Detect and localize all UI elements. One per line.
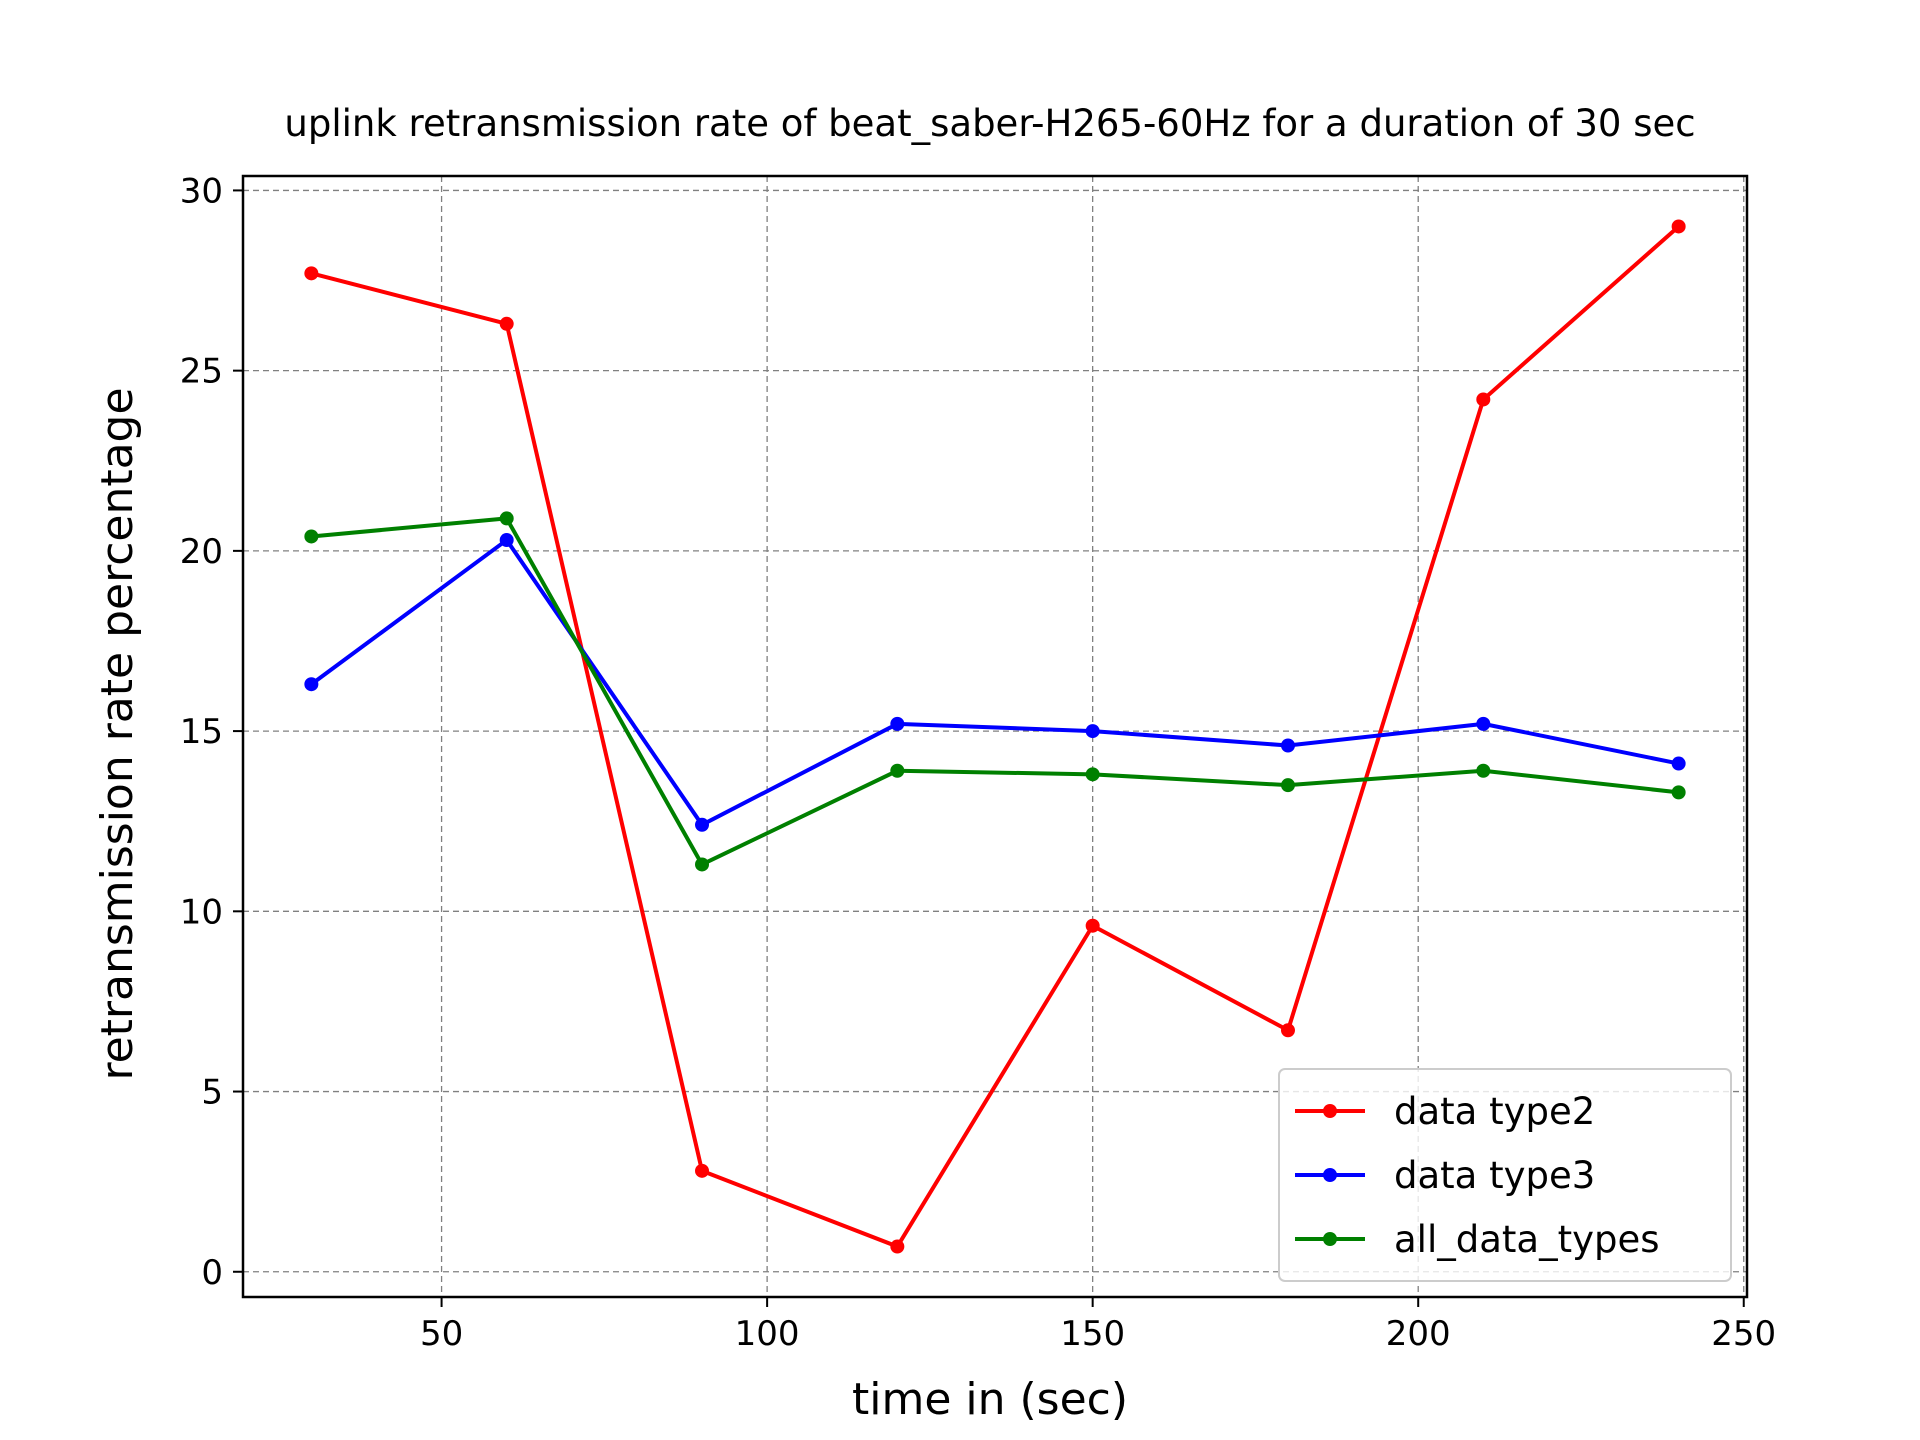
legend-item: data type3 bbox=[1295, 1154, 1595, 1197]
y-tick-label: 5 bbox=[201, 1073, 223, 1113]
data-point-data-type2 bbox=[499, 316, 514, 331]
data-point-data-type2 bbox=[304, 266, 319, 281]
legend-label: data type3 bbox=[1394, 1154, 1595, 1197]
legend: data type2 data type3 all_data_types bbox=[1278, 1068, 1732, 1282]
y-tick-label: 10 bbox=[180, 892, 223, 932]
legend-item: data type2 bbox=[1295, 1090, 1595, 1133]
x-tick-label: 200 bbox=[1386, 1314, 1451, 1354]
series-all-data-types bbox=[304, 511, 1686, 872]
series-layer bbox=[304, 219, 1686, 1254]
data-point-data-type3 bbox=[304, 677, 319, 692]
data-point-data-type3 bbox=[1671, 756, 1686, 771]
legend-item: all_data_types bbox=[1295, 1218, 1660, 1261]
data-point-data-type3 bbox=[1280, 738, 1295, 753]
data-point-all-data-types bbox=[1085, 767, 1100, 782]
legend-box bbox=[1278, 1068, 1732, 1282]
data-point-data-type3 bbox=[695, 817, 710, 832]
series-line-data-type2 bbox=[310, 224, 1680, 1249]
data-point-all-data-types bbox=[1280, 778, 1295, 793]
plot-frame bbox=[241, 174, 1749, 1299]
series-line-all-data-types bbox=[311, 516, 1679, 867]
legend-label: data type2 bbox=[1394, 1090, 1595, 1133]
data-point-data-type2 bbox=[1671, 219, 1686, 234]
x-tick-label: 150 bbox=[1060, 1314, 1125, 1354]
x-tick-label: 250 bbox=[1711, 1314, 1776, 1354]
data-point-data-type2 bbox=[1476, 392, 1491, 407]
data-point-all-data-types bbox=[890, 763, 905, 778]
data-point-data-type3 bbox=[1085, 724, 1100, 739]
series-data-type3 bbox=[304, 533, 1686, 832]
series-data-type2 bbox=[304, 219, 1686, 1254]
data-point-all-data-types bbox=[499, 511, 514, 526]
data-point-data-type3 bbox=[1476, 716, 1491, 731]
series-line-data-type3 bbox=[310, 538, 1680, 827]
data-point-data-type2 bbox=[1085, 918, 1100, 933]
data-point-data-type3 bbox=[890, 716, 905, 731]
x-tick-label: 50 bbox=[420, 1314, 463, 1354]
chart-title: uplink retransmission rate of beat_saber… bbox=[284, 102, 1695, 145]
legend-swatch-marker bbox=[1323, 1232, 1337, 1246]
data-point-data-type2 bbox=[890, 1239, 905, 1254]
y-tick-label: 15 bbox=[180, 712, 223, 752]
y-tick-label: 30 bbox=[180, 171, 223, 211]
data-point-all-data-types bbox=[1476, 763, 1491, 778]
legend-swatch-marker bbox=[1323, 1168, 1337, 1182]
data-point-all-data-types bbox=[1671, 785, 1686, 800]
y-tick-label: 25 bbox=[180, 352, 223, 392]
x-tick-label: 100 bbox=[735, 1314, 800, 1354]
data-point-all-data-types bbox=[304, 529, 319, 544]
data-point-data-type2 bbox=[695, 1163, 710, 1178]
legend-label: all_data_types bbox=[1394, 1218, 1660, 1261]
data-point-data-type3 bbox=[499, 533, 514, 548]
legend-swatch-marker bbox=[1323, 1104, 1337, 1118]
data-point-data-type2 bbox=[1280, 1023, 1295, 1038]
data-point-all-data-types bbox=[695, 857, 710, 872]
axis-ticks: 50 100 150 200 250 0 5 10 15 20 25 30 bbox=[180, 171, 1776, 1354]
y-tick-label: 0 bbox=[201, 1253, 223, 1293]
y-tick-label: 20 bbox=[180, 532, 223, 572]
y-axis-label: retransmission rate percentage bbox=[92, 387, 143, 1080]
x-axis-label: time in (sec) bbox=[852, 1374, 1128, 1425]
